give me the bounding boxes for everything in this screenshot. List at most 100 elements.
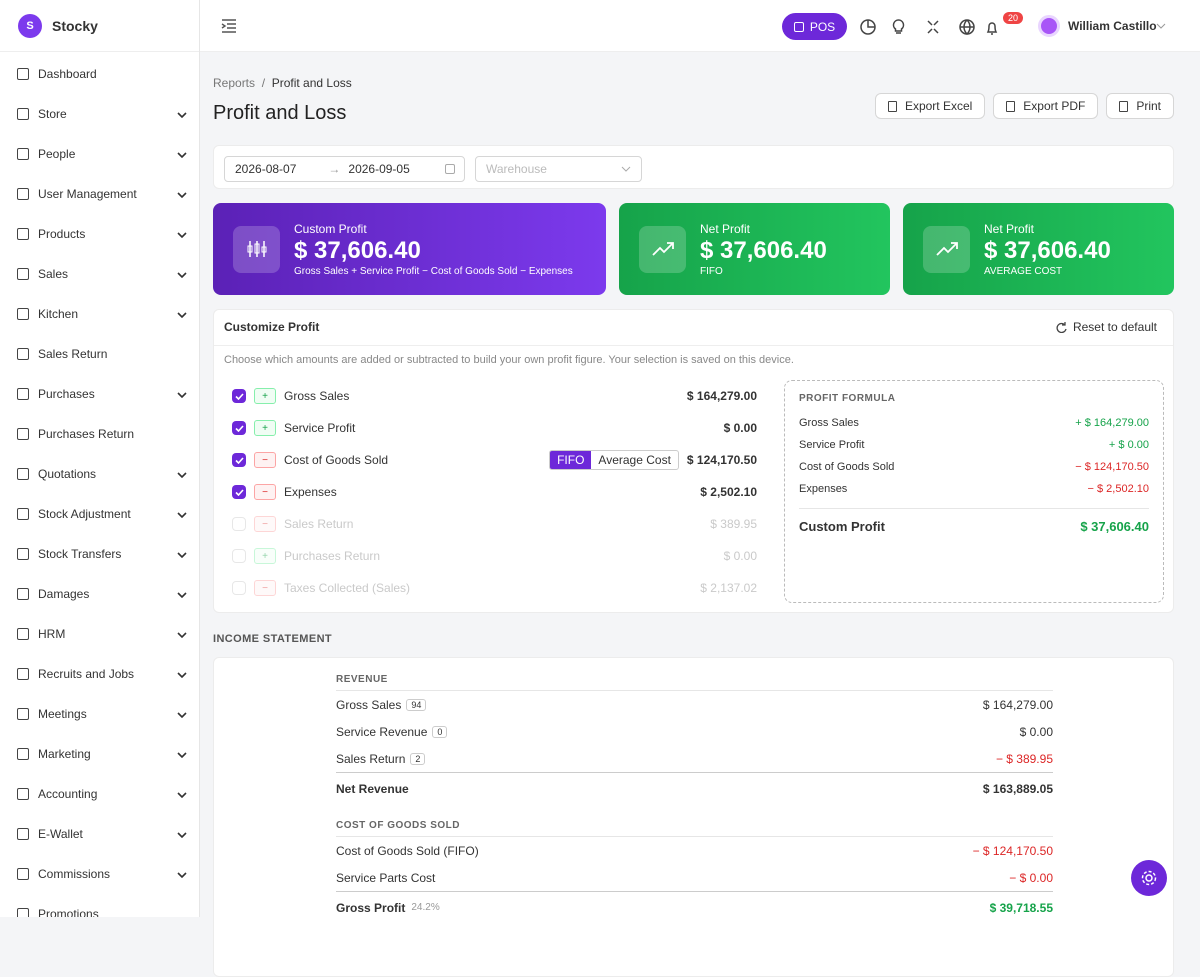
nav-icon — [17, 668, 29, 680]
formula-value: − $ 2,502.10 — [1087, 483, 1149, 495]
nav-item[interactable]: Kitchen — [0, 294, 199, 334]
crumb[interactable]: Reports — [213, 76, 256, 90]
nav-item[interactable]: Meetings — [0, 694, 199, 734]
statement-label: Cost of Goods Sold (FIFO) — [336, 843, 479, 858]
brand-name: Stocky — [52, 17, 98, 34]
nav-label: Sales — [38, 267, 69, 281]
nav-icon — [17, 908, 29, 917]
nav-item[interactable]: People — [0, 134, 199, 174]
nav-icon — [17, 868, 29, 880]
formula-value: + $ 0.00 — [1108, 439, 1149, 451]
date-range[interactable]: 2026-08-07 → 2026-09-05 — [224, 156, 465, 182]
statement-value: $ 164,279.00 — [982, 697, 1053, 712]
reset-button[interactable]: Reset to default — [1056, 320, 1157, 334]
customize-description: Choose which amounts are added or subtra… — [224, 354, 794, 366]
nav-chevron — [177, 227, 187, 241]
statement-value: − $ 389.95 — [995, 751, 1053, 766]
total-value: $ 39,718.55 — [989, 900, 1053, 915]
breadcrumb: Reports / Profit and Loss — [213, 76, 352, 90]
nav-item[interactable]: Store — [0, 94, 199, 134]
statement-total: Net Revenue $ 163,889.05 — [336, 772, 1053, 804]
nav-label: Sales Return — [38, 347, 108, 361]
statement-row: Service Parts Cost − $ 0.00 — [336, 864, 1053, 891]
section-title: COST OF GOODS SOLD — [336, 810, 1053, 837]
action-button[interactable]: Print — [1106, 93, 1174, 119]
nav-item[interactable]: Dashboard — [0, 54, 199, 94]
nav-icon — [17, 188, 29, 200]
end-date: 2026-09-05 — [348, 162, 410, 176]
nav-item[interactable]: Stock Adjustment — [0, 494, 199, 534]
action-icon — [1006, 100, 1016, 112]
cost-method[interactable]: FIFO — [550, 451, 592, 469]
checkbox[interactable] — [232, 517, 246, 531]
page-title: Profit and Loss — [213, 102, 347, 124]
kpi-value: $ 37,606.40 — [700, 236, 827, 264]
statement-row: Service Revenue 0 $ 0.00 — [336, 718, 1053, 745]
total-label-group: Gross Profit 24.2% — [336, 901, 440, 915]
nav-icon — [17, 348, 29, 360]
nav-item[interactable]: Quotations — [0, 454, 199, 494]
nav-item[interactable]: Products — [0, 214, 199, 254]
item-amount: $ 2,137.02 — [700, 581, 757, 595]
section-title: REVENUE — [336, 664, 1053, 691]
nav-icon — [17, 828, 29, 840]
actions: Export Excel Export PDF Print — [874, 93, 1174, 119]
nav-chevron — [177, 827, 187, 841]
formula-label: Gross Sales — [799, 417, 859, 429]
checkbox[interactable] — [232, 581, 246, 595]
nav-item[interactable]: User Management — [0, 174, 199, 214]
nav-item[interactable]: Stock Transfers — [0, 534, 199, 574]
nav-label: Purchases — [38, 387, 95, 401]
formula-value: − $ 124,170.50 — [1075, 461, 1149, 473]
kpi-card: Net Profit $ 37,606.40 AVERAGE COST — [903, 203, 1174, 295]
action-label: Export PDF — [1023, 99, 1086, 113]
checkbox[interactable] — [232, 549, 246, 563]
topbar-icons[interactable] — [860, 18, 1000, 36]
nav-icon — [17, 628, 29, 640]
settings-fab[interactable] — [1131, 860, 1167, 896]
action-button[interactable]: Export Excel — [874, 93, 986, 119]
nav-item[interactable]: Promotions — [0, 894, 199, 917]
kpi-label: Custom Profit — [294, 221, 367, 236]
nav-label: User Management — [38, 187, 137, 201]
formula-row: Cost of Goods Sold − $ 124,170.50 — [799, 456, 1149, 478]
nav-icon — [17, 68, 29, 80]
nav-item[interactable]: Purchases Return — [0, 414, 199, 454]
item-amount: $ 0.00 — [723, 421, 757, 435]
warehouse-select[interactable]: Warehouse — [475, 156, 642, 182]
item-amount: $ 2,502.10 — [700, 485, 757, 499]
brand[interactable]: S Stocky — [0, 0, 199, 52]
nav-item[interactable]: Damages — [0, 574, 199, 614]
nav-label: Dashboard — [38, 67, 97, 81]
nav-item[interactable]: Marketing — [0, 734, 199, 774]
action-button[interactable]: Export PDF — [993, 93, 1099, 119]
reset-label: Reset to default — [1072, 320, 1157, 334]
nav-item[interactable]: HRM — [0, 614, 199, 654]
pos-button[interactable]: POS — [782, 13, 847, 40]
profit-item: − Sales Return $ 389.95 — [232, 512, 757, 536]
sign-badge: − — [254, 452, 276, 468]
nav-item[interactable]: E-Wallet — [0, 814, 199, 854]
item-label: Cost of Goods Sold — [284, 453, 389, 467]
checkbox[interactable] — [232, 421, 246, 435]
nav-item[interactable]: Recruits and Jobs — [0, 654, 199, 694]
menu-toggle[interactable] — [221, 19, 237, 33]
nav-icon — [17, 548, 29, 560]
nav-item[interactable]: Accounting — [0, 774, 199, 814]
nav-item[interactable]: Sales Return — [0, 334, 199, 374]
statement-label-group: Service Revenue 0 — [336, 725, 448, 739]
nav-label: Accounting — [38, 787, 98, 801]
filters: 2026-08-07 → 2026-09-05 Warehouse — [213, 145, 1174, 189]
user-name[interactable]: William Castillo — [1068, 19, 1157, 33]
nav-item[interactable]: Purchases — [0, 374, 199, 414]
formula-total-value: $ 37,606.40 — [1080, 519, 1149, 534]
checkbox[interactable] — [232, 389, 246, 403]
nav-item[interactable]: Commissions — [0, 854, 199, 894]
nav-chevron — [177, 187, 187, 201]
cost-method[interactable]: Average Cost — [598, 453, 671, 467]
avatar[interactable] — [1038, 15, 1060, 37]
nav-item[interactable]: Sales — [0, 254, 199, 294]
checkbox[interactable] — [232, 453, 246, 467]
kpi-note: FIFO — [700, 265, 723, 277]
checkbox[interactable] — [232, 485, 246, 499]
